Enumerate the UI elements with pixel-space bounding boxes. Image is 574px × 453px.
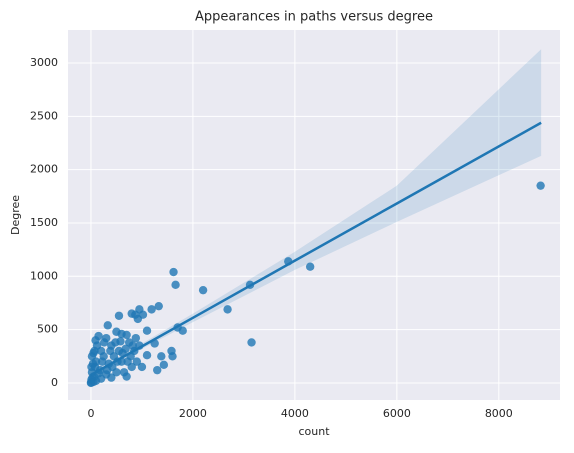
y-tick-label: 2500 [30, 109, 58, 122]
point [198, 285, 208, 295]
point [168, 352, 177, 361]
point [86, 378, 96, 387]
point [147, 305, 156, 314]
point [106, 346, 115, 356]
point [137, 362, 147, 372]
x-tick-label: 8000 [485, 407, 513, 420]
point [169, 267, 178, 277]
point [153, 365, 162, 375]
y-tick-label: 0 [51, 376, 58, 389]
point [127, 309, 136, 318]
point [223, 305, 232, 314]
point [536, 181, 545, 190]
point [87, 362, 96, 372]
point [99, 338, 109, 347]
y-axis-label: Degree [9, 195, 22, 235]
point [305, 262, 315, 271]
point [128, 341, 137, 350]
point [103, 321, 112, 330]
point [90, 346, 99, 356]
x-axis-label: count [298, 425, 330, 438]
x-tick-label: 2000 [179, 407, 207, 420]
point [116, 337, 125, 346]
x-tick-label: 6000 [383, 407, 411, 420]
point [178, 326, 187, 335]
point [123, 357, 132, 366]
point [142, 351, 152, 360]
point [247, 338, 256, 347]
point [114, 311, 124, 320]
point [171, 280, 180, 290]
regression-line [90, 121, 542, 377]
chart-title: Appearances in paths versus degree [195, 10, 433, 25]
point [132, 357, 142, 366]
point [107, 373, 116, 382]
point [142, 326, 152, 335]
point [154, 301, 163, 311]
point [122, 330, 131, 340]
x-tick-label: 0 [87, 407, 94, 420]
point [122, 372, 131, 381]
y-tick-label: 3000 [30, 56, 58, 69]
point [159, 360, 169, 370]
point [91, 336, 100, 345]
y-tick-label: 1000 [30, 269, 58, 282]
plot-area [68, 30, 560, 400]
x-tick-label: 4000 [281, 407, 309, 420]
point [131, 333, 141, 343]
y-tick-label: 2000 [30, 163, 58, 176]
point [97, 357, 107, 366]
point [157, 352, 166, 361]
y-tick-label: 500 [37, 323, 58, 336]
y-tick-label: 1500 [30, 216, 58, 229]
